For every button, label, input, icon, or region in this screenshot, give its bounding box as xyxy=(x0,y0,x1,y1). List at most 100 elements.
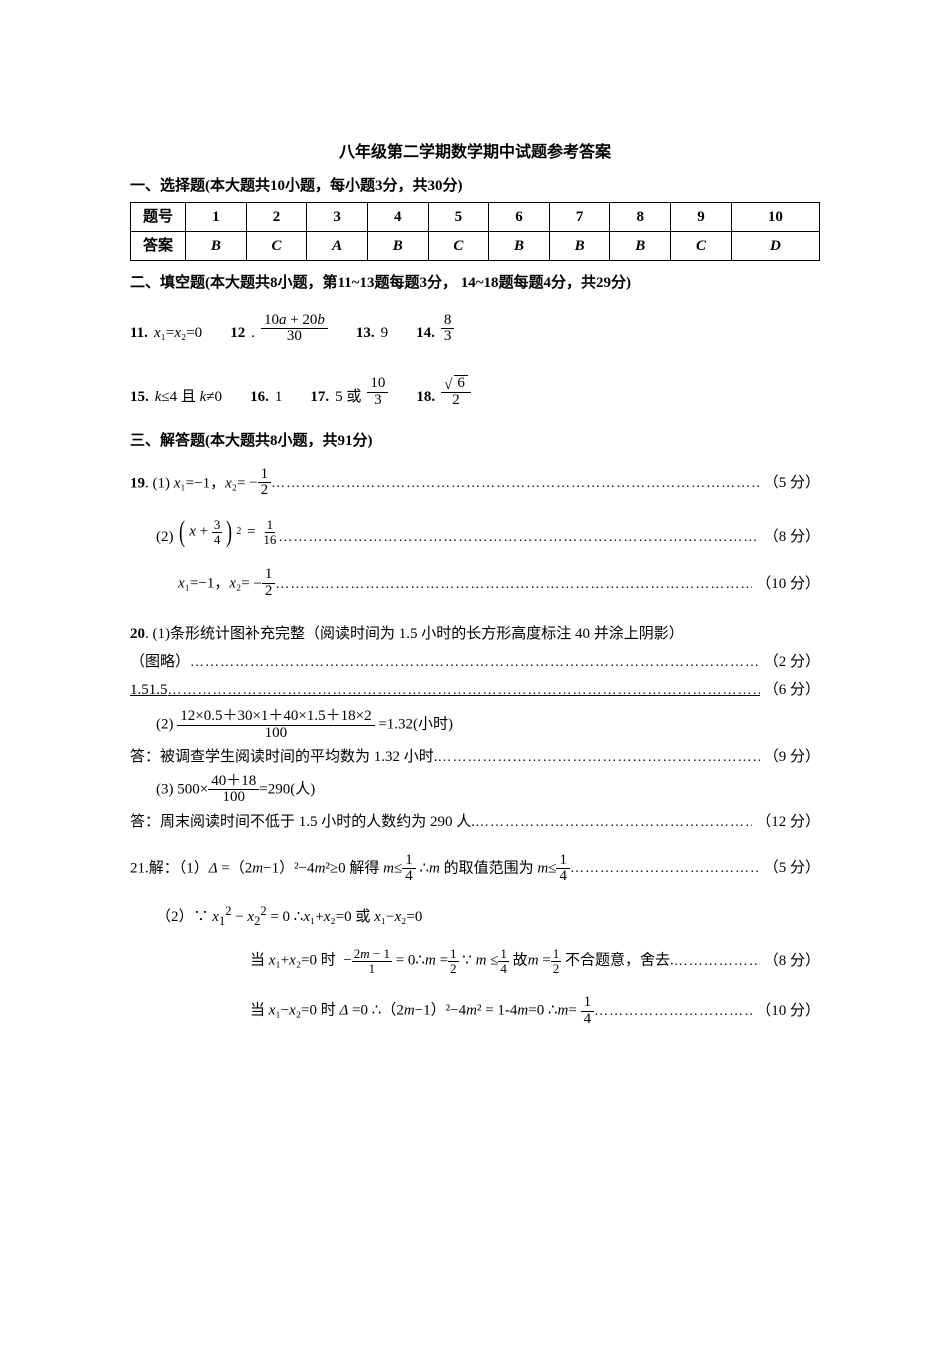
leader-dots: …………………………………………………………………………………………………………… xyxy=(168,680,760,702)
leader-dots: …………………………………………………………………………………………………………… xyxy=(674,951,760,973)
neg-frac: −12 xyxy=(249,467,271,500)
text: ∴x₁+x₂=0 或 x₁−x₂=0 xyxy=(294,909,423,925)
fill-item-12: 12 . 10a + 20b 30 xyxy=(230,313,328,346)
q21-line2: （2）∵ x12 − x22 = 0 ∴x₁+x₂=0 或 x₁−x₂=0 xyxy=(130,901,820,931)
q-number: 16. xyxy=(250,385,269,409)
frac-bot: 3 xyxy=(441,329,455,345)
q20-line2: （图略） ……………………………………………………………………………………………… xyxy=(130,650,820,674)
sub-label: (2) xyxy=(156,529,174,545)
leader-dots: …………………………………………………………………………………………………………… xyxy=(275,574,752,596)
col-num: 10 xyxy=(731,202,819,231)
col-num: 4 xyxy=(367,202,428,231)
q-number: 17. xyxy=(310,385,329,409)
problem-21: 21.解：（1）Δ =（2m−1）²−4m²≥0 解得 m≤14 ∴m 的取值范… xyxy=(130,853,820,1028)
q-number: 14. xyxy=(416,321,435,345)
text: . (1) x₁=−1，x₂= xyxy=(145,475,245,491)
fill-item-17: 17. 5 或 10 3 xyxy=(310,376,388,409)
answer-cell: C xyxy=(428,231,489,260)
q19-line1: 19. (1) x₁=−1，x₂= −12 ………………………………………………… xyxy=(130,467,820,500)
frac-bot: 100 xyxy=(262,726,291,742)
text: 故m = xyxy=(513,953,551,969)
line-content: 答：周末阅读时间不低于 1.5 小时的人数约为 290 人. xyxy=(130,810,475,834)
points-label: （12 分） xyxy=(752,810,820,834)
text: x₁=−1，x₂= xyxy=(178,576,250,592)
line-content: 答：被调查学生阅读时间的平均数为 1.32 小时. xyxy=(130,745,438,769)
points-label: （5 分） xyxy=(760,856,820,880)
q20-calc3: (3) 500× 40＋18 100 =290(人) xyxy=(130,774,820,807)
answer-cell: A xyxy=(307,231,368,260)
q-dot: . xyxy=(251,321,255,345)
leader-dots: …………………………………………………………………………………………………………… xyxy=(570,858,760,880)
sub-label: (3) xyxy=(156,781,174,797)
leader-dots: …………………………………………………………………………………………………………… xyxy=(475,812,752,834)
q21-line1: 21.解：（1）Δ =（2m−1）²−4m²≥0 解得 m≤14 ∴m 的取值范… xyxy=(130,853,820,886)
answer-cell: B xyxy=(489,231,550,260)
fill-item-16: 16. 1 xyxy=(250,385,282,409)
q-body: 1 xyxy=(275,385,283,409)
section2-heading: 二、填空题(本大题共8小题，第11~13题每题3分， 14~18题每题4分，共2… xyxy=(130,271,820,295)
equation: ( x + 34 )2 = 116 xyxy=(177,517,278,547)
fill-item-18: 18. √6 2 xyxy=(416,375,470,409)
eq-result: =1.32(小时) xyxy=(378,716,453,732)
line-content: 19. (1) x₁=−1，x₂= −12 xyxy=(130,467,271,500)
q19-line3: x₁=−1，x₂= −12 ……………………………………………………………………… xyxy=(130,567,820,600)
frac-bot: 30 xyxy=(284,329,305,345)
points-label: （5 分） xyxy=(760,471,820,495)
line-content: 21.解：（1）Δ =（2m−1）²−4m²≥0 解得 m≤14 ∴m 的取值范… xyxy=(130,853,570,886)
fraction: 12×0.5＋30×1＋40×1.5＋18×2 100 xyxy=(177,709,374,742)
q20-line1: 20. (1)条形统计图补充完整（阅读时间为 1.5 小时的长方形高度标注 40… xyxy=(130,622,820,646)
answer-cell: C xyxy=(246,231,307,260)
line-content: x₁=−1，x₂= −12 xyxy=(178,567,275,600)
text: ∴m 的取值范围为 m≤ xyxy=(419,860,556,876)
q-body: k≤4 且 k≠0 xyxy=(155,385,222,409)
equation: x12 − x22 = 0 xyxy=(212,909,290,925)
frac-bot: 100 xyxy=(219,790,248,806)
text: 当 x₁+x₂=0 时 xyxy=(250,953,340,969)
section3-heading: 三、解答题(本大题共8小题，共91分) xyxy=(130,429,820,453)
q-number: 12 xyxy=(230,321,245,345)
eq-result: =290(人) xyxy=(259,781,315,797)
leader-dots: …………………………………………………………………………………………………………… xyxy=(594,1001,752,1023)
points-label: （8 分） xyxy=(760,949,820,973)
leader-dots: …………………………………………………………………………………………………………… xyxy=(190,652,760,674)
table-row: 题号 1 2 3 4 5 6 7 8 9 10 xyxy=(131,202,820,231)
fill-row-1: 11. x₁=x₂=0 12 . 10a + 20b 30 13. 9 14. … xyxy=(130,313,820,346)
text: ∵ m ≤ xyxy=(462,953,498,969)
q-number: 15. xyxy=(130,385,149,409)
fraction: 10 3 xyxy=(367,376,388,409)
col-num: 6 xyxy=(489,202,550,231)
answer-cell: B xyxy=(610,231,671,260)
q19-line2: (2) ( x + 34 )2 = 116 ………………………………………………… xyxy=(130,517,820,549)
frac-bot: 2 xyxy=(449,393,463,409)
q20-ans3: 答：周末阅读时间不低于 1.5 小时的人数约为 290 人. ………………………… xyxy=(130,810,820,834)
fraction: 8 3 xyxy=(441,313,455,346)
q20-calc2: (2) 12×0.5＋30×1＋40×1.5＋18×2 100 =1.32(小时… xyxy=(130,709,820,742)
frac-top: 2m − 1 xyxy=(352,947,392,962)
points-label: （10 分） xyxy=(752,999,820,1023)
col-num: 8 xyxy=(610,202,671,231)
fill-item-15: 15. k≤4 且 k≠0 xyxy=(130,385,222,409)
q20-ans2: 答：被调查学生阅读时间的平均数为 1.32 小时. ……………………………………… xyxy=(130,745,820,769)
q-body: 5 或 xyxy=(335,385,361,409)
sub-label: (2) xyxy=(156,716,174,732)
text: . (1)条形统计图补充完整（阅读时间为 1.5 小时的长方形高度标注 40 并… xyxy=(145,626,684,642)
line-content: 当 x₁−x₂=0 时 Δ =0 ∴（2m−1）²−4m² = 1-4m=0 ∴… xyxy=(250,995,594,1028)
fraction: 10a + 20b 30 xyxy=(261,313,328,346)
q-number: 20 xyxy=(130,626,145,642)
leader-dots: …………………………………………………………………………………………………………… xyxy=(278,527,759,549)
q-number: 13. xyxy=(356,321,375,345)
col-num: 7 xyxy=(549,202,610,231)
q-number: 19 xyxy=(130,475,145,491)
col-num: 2 xyxy=(246,202,307,231)
line-content: （图略） xyxy=(130,650,190,674)
frac-top: 40＋18 xyxy=(208,774,259,791)
answer-cell: B xyxy=(549,231,610,260)
text: 500× xyxy=(177,781,208,797)
fill-item-11: 11. x₁=x₂=0 xyxy=(130,321,202,345)
q21-line3: 当 x₁+x₂=0 时 −2m − 11 = 0∴m =12 ∵ m ≤14 故… xyxy=(130,947,820,975)
col-num: 3 xyxy=(307,202,368,231)
text: 21.解：（1）Δ =（2m−1）²−4m²≥0 解得 m≤ xyxy=(130,860,402,876)
answer-cell: D xyxy=(731,231,819,260)
problem-19: 19. (1) x₁=−1，x₂= −12 ………………………………………………… xyxy=(130,467,820,600)
sub-label: （2）∵ xyxy=(156,909,209,925)
